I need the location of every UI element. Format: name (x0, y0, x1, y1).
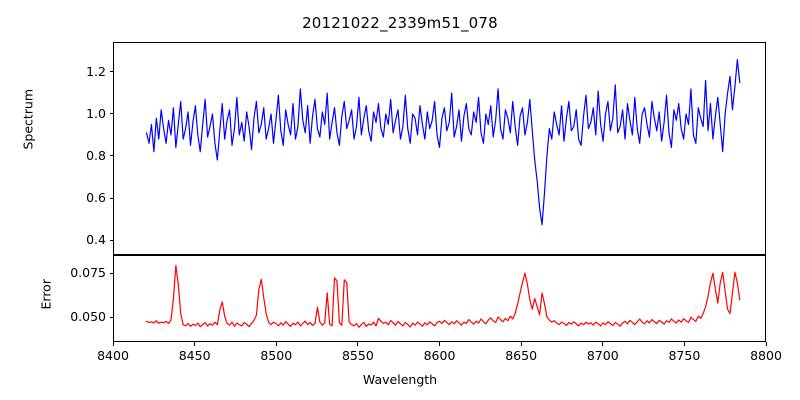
error-ytick-label: 0.075 (70, 265, 106, 281)
x-tick-label: 8750 (668, 348, 701, 363)
x-tick-mark (602, 342, 604, 346)
x-tick-mark (275, 342, 277, 346)
x-tick-label: 8700 (586, 348, 619, 363)
error-line-svg (145, 264, 741, 328)
error-ytick-label: 0.050 (70, 309, 106, 325)
x-tick-mark (357, 342, 359, 346)
spectrum-plot-panel (113, 42, 766, 255)
x-tick-mark (112, 342, 114, 346)
x-tick-label: 8450 (178, 348, 211, 363)
spectrum-ytick-label: 1.2 (86, 63, 106, 79)
x-tick-mark (439, 342, 441, 346)
x-tick-label: 8800 (750, 348, 782, 363)
x-tick-label: 8600 (423, 348, 456, 363)
spectrum-ytick-mark (109, 71, 113, 73)
spectrum-ytick-label: 1.0 (86, 105, 106, 121)
spectrum-data-line (145, 59, 741, 226)
x-tick-mark (520, 342, 522, 346)
spectrum-ytick-label: 0.6 (86, 190, 106, 206)
error-data-line (145, 264, 741, 328)
spectrum-ytick-label: 0.4 (86, 232, 106, 248)
spectrum-ytick-mark (109, 239, 113, 241)
x-tick-mark (194, 342, 196, 346)
x-tick-label: 8650 (505, 348, 538, 363)
x-tick-label: 8400 (97, 348, 129, 363)
x-tick-mark (683, 342, 685, 346)
x-tick-label: 8500 (260, 348, 293, 363)
spectrum-ytick-mark (109, 155, 113, 157)
spectrum-ytick-mark (109, 113, 113, 115)
error-plot-panel (113, 255, 766, 342)
error-y-axis-label: Error (38, 279, 54, 310)
error-ytick-mark (109, 316, 113, 318)
error-ytick-mark (109, 272, 113, 275)
spectrum-ytick-mark (109, 197, 113, 199)
spectrum-y-axis-label: Spectrum (20, 88, 36, 150)
figure-title: 20121022_2339m51_078 (302, 14, 498, 32)
spectrum-line-svg (145, 59, 741, 226)
x-tick-label: 8550 (341, 348, 374, 363)
x-tick-mark (765, 342, 767, 346)
x-axis-label: Wavelength (362, 372, 438, 387)
spectrum-ytick-label: 0.8 (86, 147, 106, 163)
